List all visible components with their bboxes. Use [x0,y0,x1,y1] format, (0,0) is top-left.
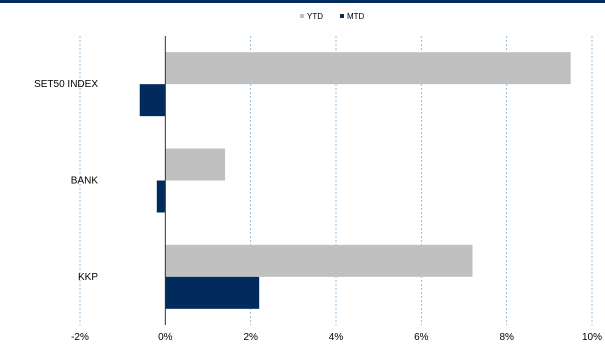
category-label-set50-index: SET50 INDEX [34,79,98,90]
category-label-bank: BANK [71,176,99,187]
x-axis-tick-labels: -2% 0% 2% 4% 6% 8% 10% [71,332,602,343]
legend-swatch-mtd [340,14,344,18]
x-tick-label: -2% [71,332,89,343]
bar-ytd-set50-index [165,52,571,85]
x-tick-label: 10% [582,332,602,343]
category-labels: SET50 INDEX BANK KKP [34,79,98,283]
bar-mtd-set50-index [139,84,166,117]
bar-mtd-kkp [165,276,260,309]
x-tick-label: 8% [499,332,514,343]
legend: YTD MTD [300,12,365,21]
category-label-kkp: KKP [78,272,98,283]
legend-label-mtd: MTD [347,12,365,21]
x-tick-label: 0% [158,332,173,343]
bars [139,52,571,309]
legend-swatch-ytd [300,14,304,18]
x-tick-label: 6% [414,332,429,343]
legend-label-ytd: YTD [307,12,323,21]
bar-mtd-bank [156,180,166,213]
bar-ytd-bank [165,148,226,181]
bar-ytd-kkp [165,244,473,277]
x-tick-label: 4% [329,332,344,343]
chart-top-rule [0,0,605,3]
x-tick-label: 2% [243,332,258,343]
